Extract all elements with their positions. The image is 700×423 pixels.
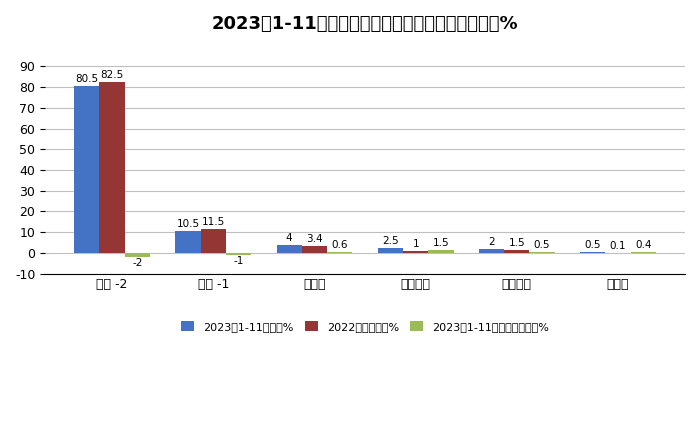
Bar bbox=[479, 249, 504, 253]
Bar bbox=[201, 229, 226, 253]
Text: 0.4: 0.4 bbox=[635, 240, 652, 250]
Text: 2.5: 2.5 bbox=[382, 236, 399, 246]
Text: -2: -2 bbox=[132, 258, 143, 268]
Text: 1.5: 1.5 bbox=[433, 238, 449, 248]
Bar bbox=[504, 250, 529, 253]
Title: 2023年1-11月各类动力冷藏车占比及占比同比增减%: 2023年1-11月各类动力冷藏车占比及占比同比增减% bbox=[211, 15, 519, 33]
Text: 1.5: 1.5 bbox=[508, 238, 525, 248]
Bar bbox=[276, 244, 302, 253]
Text: 0.6: 0.6 bbox=[332, 240, 348, 250]
Bar bbox=[176, 231, 201, 253]
Bar bbox=[631, 252, 656, 253]
Text: 10.5: 10.5 bbox=[176, 220, 200, 229]
Text: 80.5: 80.5 bbox=[76, 74, 99, 85]
Bar bbox=[226, 253, 251, 255]
Bar bbox=[302, 246, 327, 253]
Text: 0.5: 0.5 bbox=[584, 240, 601, 250]
Bar bbox=[529, 252, 554, 253]
Text: -1: -1 bbox=[233, 256, 244, 266]
Text: 3.4: 3.4 bbox=[306, 234, 323, 244]
Bar bbox=[403, 251, 428, 253]
Text: 0.5: 0.5 bbox=[534, 240, 550, 250]
Bar bbox=[428, 250, 454, 253]
Bar bbox=[74, 86, 99, 253]
Text: 82.5: 82.5 bbox=[101, 70, 124, 80]
Legend: 2023年1-11月占比%, 2022年同期占比%, 2023年1-11月占比同比增减%: 2023年1-11月占比%, 2022年同期占比%, 2023年1-11月占比同… bbox=[176, 317, 554, 336]
Bar bbox=[99, 82, 125, 253]
Text: 2: 2 bbox=[488, 237, 495, 247]
Bar bbox=[125, 253, 150, 257]
Text: 1: 1 bbox=[412, 239, 419, 249]
Text: 4: 4 bbox=[286, 233, 293, 243]
Text: 0.1: 0.1 bbox=[610, 241, 627, 251]
Bar bbox=[327, 252, 352, 253]
Text: 11.5: 11.5 bbox=[202, 217, 225, 227]
Bar bbox=[378, 247, 403, 253]
Bar bbox=[580, 252, 606, 253]
